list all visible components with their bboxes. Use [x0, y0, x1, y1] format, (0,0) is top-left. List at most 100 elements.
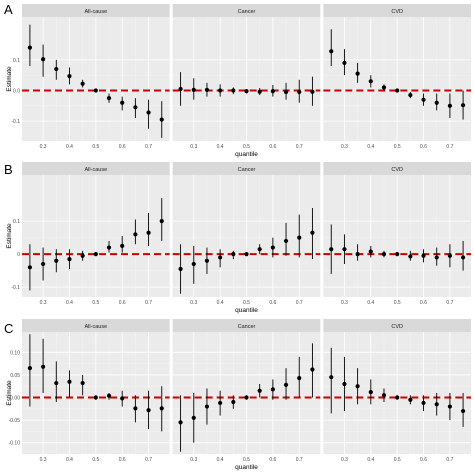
data-point — [395, 395, 400, 400]
data-point — [434, 100, 439, 105]
data-point — [368, 249, 373, 254]
data-point — [178, 266, 183, 272]
x-tick-label: 0.3 — [190, 300, 197, 306]
data-point — [67, 256, 72, 262]
facet-label: Cancer — [238, 167, 256, 173]
x-tick-label: 0.4 — [217, 144, 224, 150]
data-point — [381, 393, 387, 398]
x-tick-label: 0.3 — [190, 144, 197, 150]
data-point — [191, 415, 196, 420]
data-point — [93, 252, 98, 257]
x-tick-label: 0.6 — [420, 457, 427, 463]
data-point — [67, 73, 72, 79]
data-point — [381, 252, 387, 257]
data-point — [93, 395, 98, 400]
data-point — [133, 406, 138, 411]
x-tick-label: 0.4 — [66, 144, 73, 150]
data-point — [244, 252, 249, 257]
x-tick-label: 0.7 — [145, 144, 152, 150]
data-point — [460, 103, 466, 108]
y-tick-label: 0.1 — [13, 58, 20, 64]
facet-label: CVD — [391, 324, 403, 330]
facet-strip — [22, 4, 170, 17]
y-axis-label: Estimate — [6, 380, 13, 406]
x-tick-label: 0.6 — [420, 144, 427, 150]
x-tick-label: 0.6 — [119, 144, 126, 150]
data-point — [106, 96, 112, 101]
data-point — [342, 247, 347, 252]
x-tick-label: 0.7 — [145, 300, 152, 306]
data-point — [342, 60, 347, 66]
x-tick-label: 0.6 — [269, 300, 276, 306]
x-tick-label: 0.5 — [394, 457, 401, 463]
data-point — [395, 252, 400, 257]
facet-strip — [22, 319, 170, 332]
x-tick-label: 0.3 — [341, 300, 348, 306]
facet-label: Cancer — [238, 324, 256, 330]
facet-strip — [22, 162, 170, 175]
data-point — [270, 245, 275, 250]
data-point — [368, 389, 373, 395]
data-point — [270, 387, 275, 392]
data-point — [80, 253, 85, 258]
x-tick-label: 0.6 — [119, 300, 126, 306]
x-tick-label: 0.4 — [367, 300, 374, 306]
data-point — [460, 255, 466, 260]
data-point — [204, 258, 210, 263]
data-point — [447, 253, 453, 258]
x-tick-label: 0.7 — [145, 457, 152, 463]
y-tick-label: 0.05 — [10, 373, 20, 379]
data-point — [283, 382, 289, 387]
facet-label: Cancer — [238, 9, 256, 15]
data-point — [133, 105, 138, 110]
facet-strip — [172, 319, 321, 332]
y-tick-label: -0.1 — [11, 119, 20, 125]
data-point — [355, 71, 360, 76]
data-point — [106, 393, 112, 398]
data-point — [133, 232, 138, 237]
x-tick-label: 0.3 — [40, 457, 47, 463]
data-point — [159, 117, 164, 122]
facet-strip — [172, 4, 321, 17]
data-point — [54, 380, 59, 386]
x-tick-label: 0.5 — [243, 457, 250, 463]
x-tick-label: 0.6 — [119, 457, 126, 463]
data-point — [231, 399, 236, 405]
facet-label: CVD — [391, 167, 403, 173]
x-tick-label: 0.6 — [269, 144, 276, 150]
data-point — [40, 261, 46, 267]
data-point — [27, 45, 33, 50]
data-point — [329, 375, 334, 380]
data-point — [310, 89, 315, 94]
x-axis-label: quantile — [235, 307, 258, 314]
data-point — [310, 367, 315, 372]
data-point — [27, 265, 33, 270]
x-tick-label: 0.4 — [217, 457, 224, 463]
data-point — [191, 87, 196, 92]
x-tick-label: 0.7 — [446, 144, 453, 150]
data-point — [218, 400, 223, 406]
facet-strip — [172, 162, 321, 175]
x-tick-label: 0.5 — [92, 144, 99, 150]
data-point — [368, 79, 373, 84]
x-tick-label: 0.5 — [394, 300, 401, 306]
data-point — [408, 397, 413, 402]
data-point — [310, 230, 315, 235]
data-point — [159, 219, 164, 224]
y-tick-label: 0.1 — [13, 219, 20, 225]
data-point — [178, 420, 183, 425]
data-point — [218, 88, 223, 93]
data-point — [355, 384, 360, 389]
data-point — [40, 57, 46, 62]
data-point — [120, 396, 125, 401]
data-point — [408, 254, 413, 259]
data-point — [146, 408, 151, 413]
x-axis-label: quantile — [235, 151, 258, 158]
facet-strip — [323, 4, 471, 17]
data-point — [257, 388, 262, 393]
x-tick-label: 0.3 — [341, 457, 348, 463]
data-point — [244, 395, 249, 400]
data-point — [120, 100, 125, 105]
facet-label: All-cause — [85, 9, 108, 15]
